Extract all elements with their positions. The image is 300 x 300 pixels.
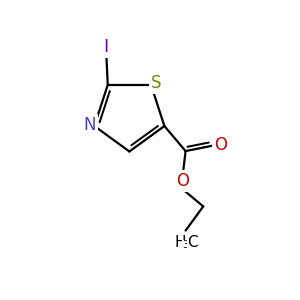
Text: I: I [104, 38, 109, 56]
Text: N: N [84, 116, 96, 134]
Text: C: C [188, 236, 198, 250]
Text: H: H [174, 236, 186, 250]
Text: 3: 3 [182, 240, 189, 250]
Text: S: S [151, 74, 162, 92]
Text: O: O [214, 136, 227, 154]
Text: O: O [176, 172, 189, 190]
